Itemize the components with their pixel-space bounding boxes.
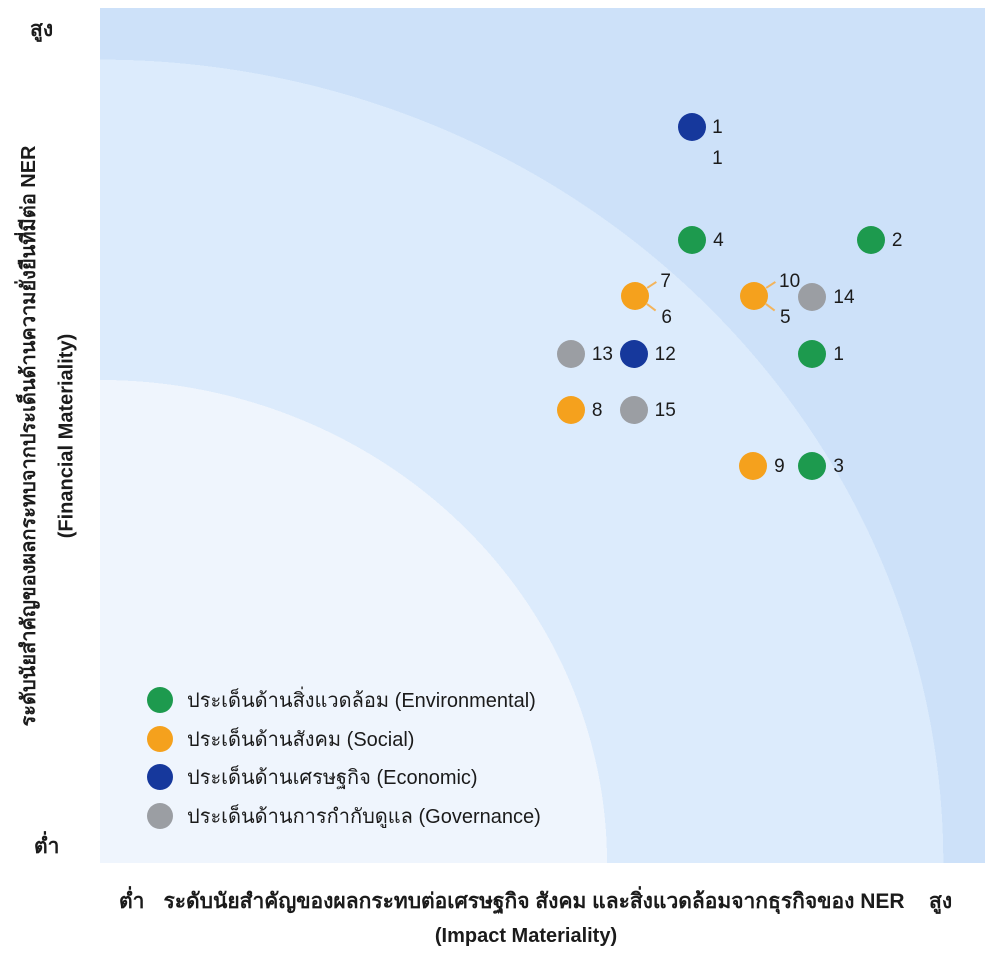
point-number-label: 15: [654, 399, 676, 421]
leader-line: [647, 281, 658, 289]
leader-line: [765, 303, 776, 312]
point-number-label: 8: [591, 399, 603, 421]
environmental-legend-dot-icon: [147, 687, 173, 713]
governance-dot-icon: [798, 282, 827, 311]
y-axis-title-thai: ระดับนัยสำคัญของผลกระทบจากประเด็นด้านควา…: [18, 145, 40, 727]
x-axis-high-label: สูง: [929, 890, 953, 913]
point-number-label: 14: [833, 286, 855, 308]
leader-line: [646, 303, 657, 312]
point-number-label: 13: [591, 344, 613, 366]
point-number-label: 4: [713, 229, 724, 251]
point-number-label: 3: [833, 456, 844, 478]
y-axis-low-label: ต่ำ: [34, 835, 60, 858]
governance-legend-dot-icon: [147, 802, 173, 829]
point-number-label: 10: [779, 271, 801, 293]
governance-dot-icon: [619, 395, 648, 424]
point-number-label: 1: [712, 147, 723, 169]
point-number-label: 9: [774, 456, 785, 478]
point-number-label: 1: [712, 116, 723, 138]
environmental-dot-icon: [856, 225, 885, 254]
legend: ประเด็นด้านสิ่งแวดล้อม (Environmental) ปร…: [147, 687, 541, 841]
x-axis-low-label: ต่ำ: [119, 890, 145, 913]
social-legend-dot-icon: [147, 725, 173, 752]
plot-area: ประเด็นด้านสิ่งแวดล้อม (Environmental) ปร…: [100, 8, 985, 863]
social-dot-icon: [556, 395, 585, 424]
legend-item-environmental: ประเด็นด้านสิ่งแวดล้อม (Environmental): [147, 687, 541, 713]
social-dot-icon: [621, 282, 650, 311]
y-axis-title-english: (Financial Materiality): [55, 333, 78, 539]
economic-dot-icon: [678, 112, 707, 141]
point-number-label: 6: [661, 307, 672, 329]
legend-label: ประเด็นด้านสิ่งแวดล้อม (Environmental): [187, 690, 536, 712]
environmental-dot-icon: [798, 340, 827, 369]
governance-dot-icon: [556, 340, 585, 369]
environmental-dot-icon: [678, 225, 707, 254]
social-dot-icon: [740, 282, 768, 311]
legend-label: ประเด็นด้านสังคม (Social): [187, 728, 415, 751]
legend-label: ประเด็นด้านการกำกับดูแล (Governance): [187, 805, 541, 828]
point-number-label: 2: [891, 229, 903, 251]
y-axis-high-label: สูง: [30, 18, 54, 41]
legend-item-governance: ประเด็นด้านการกำกับดูแล (Governance): [147, 802, 541, 829]
point-number-label: 1: [833, 344, 844, 366]
social-dot-icon: [739, 452, 768, 481]
point-number-label: 12: [654, 344, 676, 366]
environmental-dot-icon: [798, 452, 827, 481]
x-axis-title-english: (Impact Materiality): [434, 925, 618, 947]
economic-legend-dot-icon: [147, 764, 173, 790]
economic-dot-icon: [619, 340, 648, 369]
legend-label: ประเด็นด้านเศรษฐกิจ (Economic): [187, 767, 478, 789]
point-number-label: 7: [660, 271, 671, 293]
x-axis-title-thai: ระดับนัยสำคัญของผลกระทบต่อเศรษฐกิจ สังคม…: [163, 890, 905, 913]
leader-line: [765, 281, 776, 289]
legend-item-economic: ประเด็นด้านเศรษฐกิจ (Economic): [147, 764, 541, 790]
legend-item-social: ประเด็นด้านสังคม (Social): [147, 725, 541, 752]
point-number-label: 5: [780, 307, 791, 329]
